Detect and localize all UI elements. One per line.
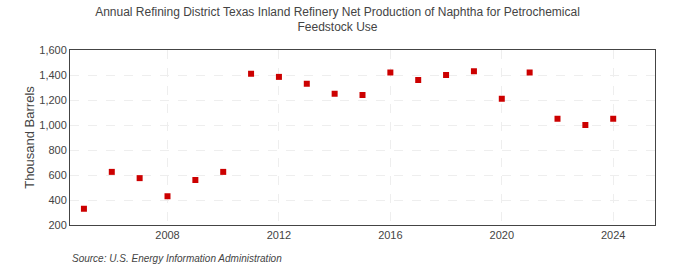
svg-text:400: 400 — [48, 194, 66, 206]
svg-text:2020: 2020 — [490, 229, 514, 241]
svg-text:200: 200 — [48, 219, 66, 231]
svg-text:600: 600 — [48, 169, 66, 181]
svg-text:Source: U.S. Energy Informatio: Source: U.S. Energy Information Administ… — [72, 253, 282, 264]
svg-text:1,200: 1,200 — [39, 94, 67, 106]
svg-text:2012: 2012 — [267, 229, 291, 241]
svg-text:1,000: 1,000 — [39, 119, 67, 131]
svg-text:Annual Refining District Texas: Annual Refining District Texas Inland Re… — [95, 5, 580, 35]
svg-text:2024: 2024 — [601, 229, 625, 241]
svg-text:1,400: 1,400 — [39, 69, 67, 81]
svg-text:1,600: 1,600 — [39, 44, 67, 56]
svg-text:800: 800 — [48, 144, 66, 156]
svg-text:Thousand Barrels: Thousand Barrels — [22, 86, 37, 189]
svg-text:2016: 2016 — [378, 229, 402, 241]
svg-text:2008: 2008 — [155, 229, 179, 241]
